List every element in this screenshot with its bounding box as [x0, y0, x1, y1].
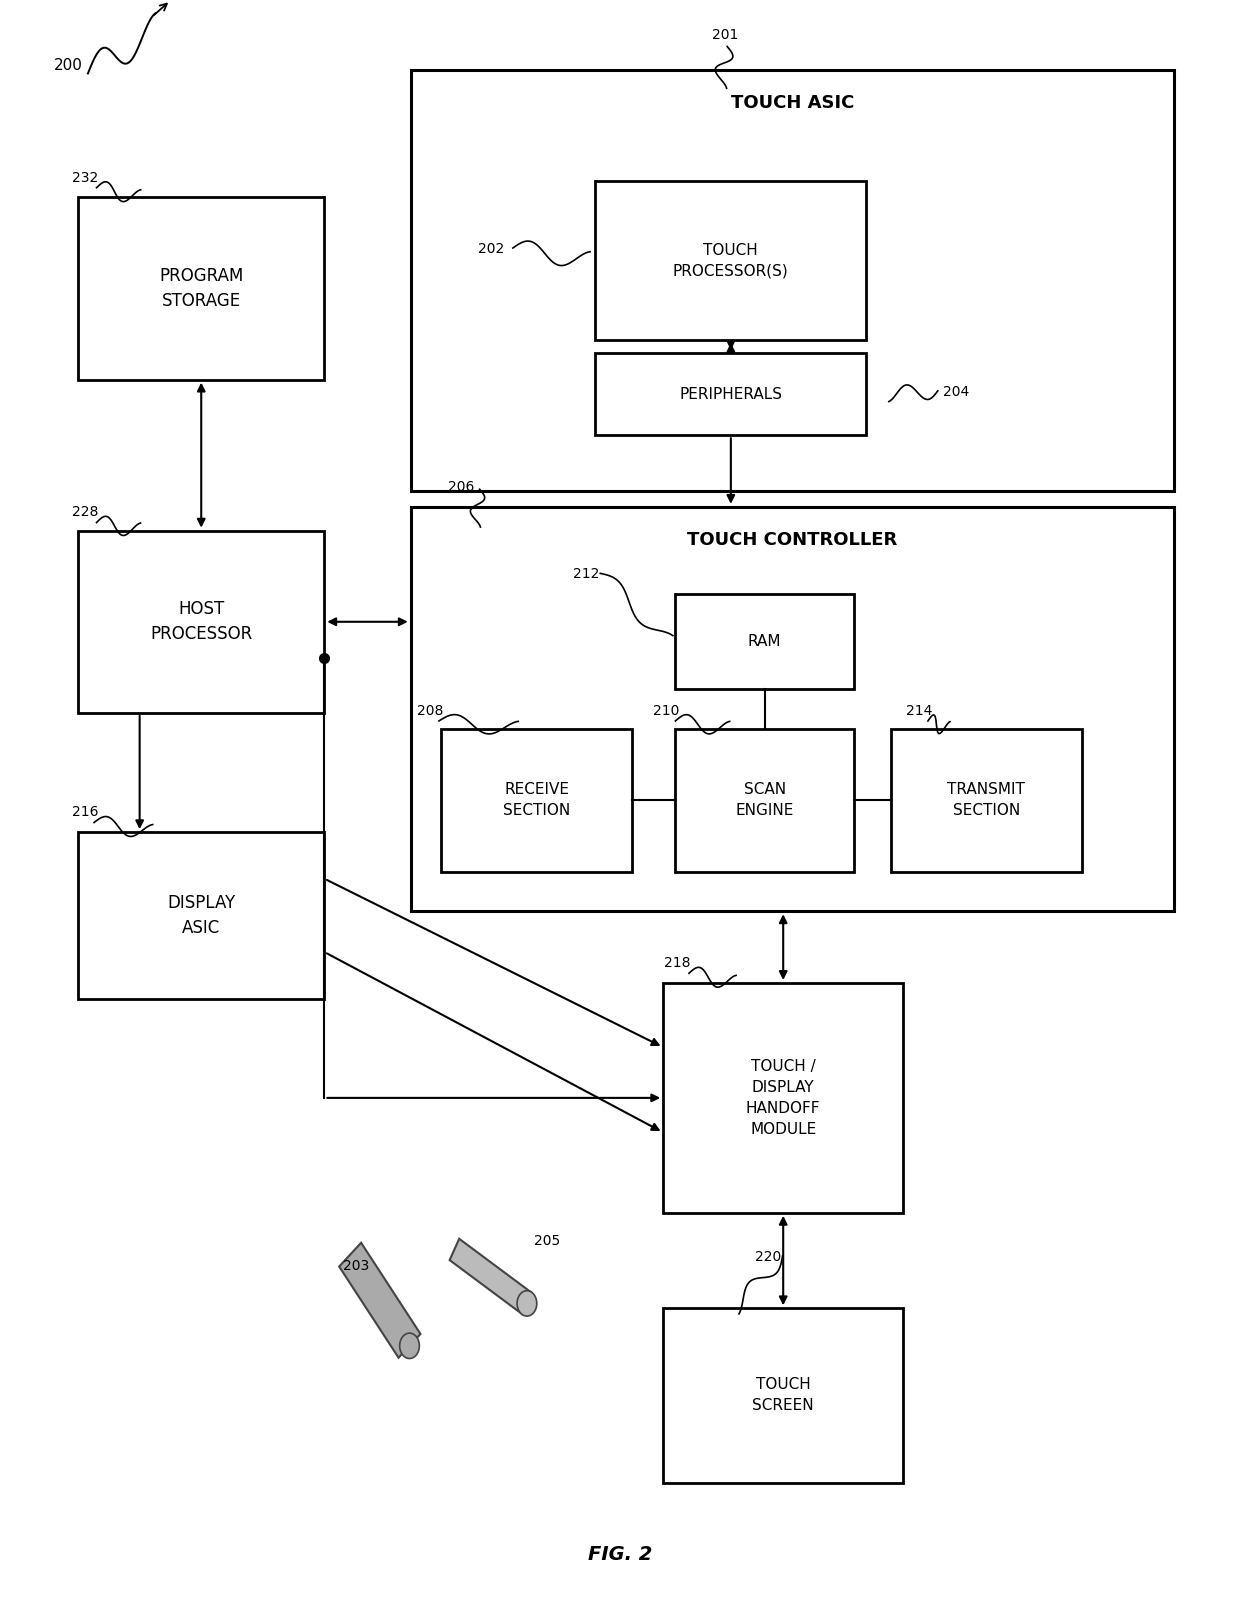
Text: 206: 206: [448, 479, 474, 494]
Bar: [410, 507, 1174, 911]
Text: 216: 216: [72, 805, 98, 820]
Text: 203: 203: [343, 1259, 370, 1274]
FancyArrowPatch shape: [327, 880, 658, 1045]
Bar: [663, 983, 903, 1213]
Text: RECEIVE
SECTION: RECEIVE SECTION: [503, 783, 570, 818]
Bar: [676, 594, 854, 689]
FancyArrowPatch shape: [198, 385, 205, 526]
Text: 200: 200: [53, 59, 82, 74]
Text: 212: 212: [573, 567, 600, 582]
Text: PERIPHERALS: PERIPHERALS: [680, 387, 782, 401]
Text: 220: 220: [755, 1250, 781, 1264]
Text: TOUCH ASIC: TOUCH ASIC: [730, 94, 854, 112]
FancyArrowPatch shape: [780, 1218, 786, 1302]
Text: 208: 208: [417, 703, 443, 718]
Text: 228: 228: [72, 505, 98, 519]
Circle shape: [399, 1333, 419, 1358]
Text: 214: 214: [905, 703, 932, 718]
Bar: [676, 729, 854, 873]
Bar: [663, 1309, 903, 1483]
FancyArrowPatch shape: [327, 954, 658, 1130]
Bar: [78, 531, 325, 713]
Text: TOUCH
PROCESSOR(S): TOUCH PROCESSOR(S): [673, 243, 789, 278]
Bar: [410, 70, 1174, 491]
Text: 218: 218: [665, 956, 691, 970]
Bar: [892, 729, 1081, 873]
Text: TOUCH CONTROLLER: TOUCH CONTROLLER: [687, 531, 898, 548]
Circle shape: [517, 1291, 537, 1317]
Text: RAM: RAM: [748, 634, 781, 649]
Text: TOUCH
SCREEN: TOUCH SCREEN: [753, 1377, 813, 1414]
FancyArrowPatch shape: [780, 917, 786, 978]
Bar: [595, 353, 867, 435]
FancyArrowPatch shape: [330, 618, 405, 625]
Bar: [78, 833, 325, 999]
Text: TOUCH /
DISPLAY
HANDOFF
MODULE: TOUCH / DISPLAY HANDOFF MODULE: [746, 1059, 821, 1136]
FancyArrowPatch shape: [728, 438, 734, 502]
FancyArrowPatch shape: [327, 1095, 658, 1101]
Text: DISPLAY
ASIC: DISPLAY ASIC: [167, 893, 236, 936]
Text: HOST
PROCESSOR: HOST PROCESSOR: [150, 601, 253, 644]
Text: 210: 210: [653, 703, 680, 718]
Text: SCAN
ENGINE: SCAN ENGINE: [735, 783, 794, 818]
Bar: [441, 729, 632, 873]
Polygon shape: [450, 1238, 532, 1314]
Text: FIG. 2: FIG. 2: [588, 1545, 652, 1564]
Bar: [78, 197, 325, 380]
Text: TRANSMIT
SECTION: TRANSMIT SECTION: [947, 783, 1025, 818]
Text: 202: 202: [479, 241, 505, 256]
Text: PROGRAM
STORAGE: PROGRAM STORAGE: [159, 267, 243, 310]
Text: 205: 205: [533, 1234, 560, 1248]
Text: 204: 204: [942, 385, 968, 400]
FancyArrowPatch shape: [136, 716, 143, 826]
Text: 232: 232: [72, 171, 98, 184]
Polygon shape: [340, 1243, 420, 1358]
Text: 201: 201: [712, 27, 739, 42]
Bar: [595, 182, 867, 340]
FancyArrowPatch shape: [728, 340, 734, 352]
